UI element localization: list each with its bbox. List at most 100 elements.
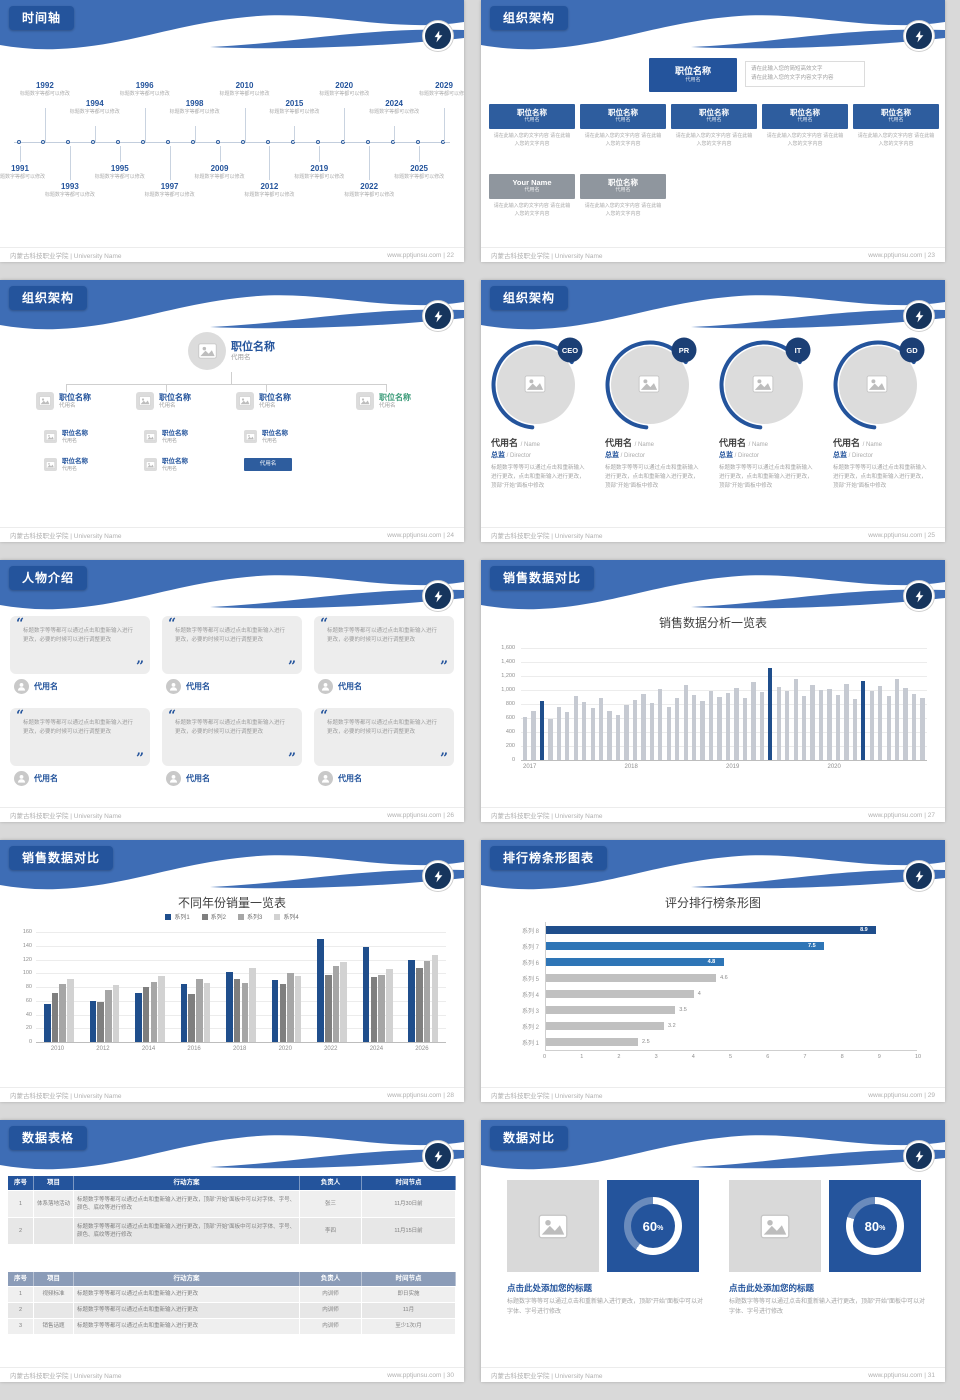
quote-open-icon: “ bbox=[16, 616, 25, 632]
position-title: Your Name bbox=[512, 178, 552, 188]
avatar bbox=[166, 771, 181, 786]
y-axis-tick-label: 200 bbox=[505, 743, 515, 749]
chart-legend: 系列1 系列2 系列3 系列4 bbox=[0, 912, 464, 921]
chart-bar bbox=[226, 971, 233, 1042]
slide-28[interactable]: 销售数据对比 不同年份销量一览表 系列1 系列2 系列3 系列4 0 20 40 60 80 100 1… bbox=[0, 840, 464, 1102]
chart-bar bbox=[666, 706, 671, 760]
value-label: 4 bbox=[697, 991, 701, 997]
timeline-node-dot bbox=[365, 139, 370, 144]
legend-swatch bbox=[165, 913, 172, 920]
category-label: 系列 8 bbox=[521, 928, 539, 935]
slide-22[interactable]: 时间轴 1991 标题数字等都可以修改 1992 标题数字等都可以修改 1993 标题数字等… bbox=[0, 0, 464, 262]
x-axis-tick-label: 2022 bbox=[324, 1046, 338, 1052]
timeline-axis bbox=[14, 142, 450, 143]
chart-bar bbox=[431, 955, 438, 1042]
position-subtitle: 代用名 bbox=[524, 117, 540, 124]
org-position-note: 请在此输入您的文字内容 请在此输入您的文字内容 bbox=[857, 133, 935, 147]
timeline-year: 2022 bbox=[360, 182, 379, 191]
timeline-stem bbox=[394, 126, 396, 142]
member-figure: IT bbox=[719, 336, 813, 430]
logo-bolt-icon bbox=[434, 30, 442, 42]
slide-31[interactable]: 数据对比 60% 点击此处添加您的标题 标题数字等等可以通过点击和重新输入进行更改，顶… bbox=[481, 1120, 945, 1382]
person-card: “标题数字等等都可以通过点击和重新输入进行更改，必要的时候可以进行调整更改 ” bbox=[10, 616, 150, 674]
y-axis-tick-label: 400 bbox=[505, 729, 515, 735]
slide-footer: 内蒙古科技职业学院 | University Name www.pptjunsu.… bbox=[0, 807, 464, 822]
timeline-caption: 标题数字等都可以修改 bbox=[119, 90, 170, 97]
logo-bolt-icon bbox=[915, 590, 923, 602]
slide-30[interactable]: 数据表格 序号 项目 行动方案 负责人 时间节点 1 体系落地活动 标题数字等等都可以通过点击和… bbox=[0, 1120, 464, 1382]
image-placeholder-icon bbox=[246, 433, 255, 441]
timeline-stem bbox=[144, 108, 146, 142]
person-name: 代用名 bbox=[338, 682, 362, 691]
percent-sign: % bbox=[879, 1225, 886, 1232]
y-axis-tick-label: 0 bbox=[511, 757, 515, 763]
slide-27[interactable]: 销售数据对比 销售数据分析一览表 0 200 400 600 800 1,000 1,200 1,… bbox=[481, 560, 945, 822]
chart-bar bbox=[903, 687, 908, 760]
slide-26[interactable]: 人物介绍 “标题数字等等都可以通过点击和重新输入进行更改，必要的时候可以进行调整更… bbox=[0, 560, 464, 822]
footer-school-text: 内蒙古科技职业学院 | University Name bbox=[10, 253, 122, 260]
legend-swatch bbox=[201, 913, 208, 920]
person-card: “标题数字等等都可以通过点击和重新输入进行更改，必要的时候可以进行调整更改 ” bbox=[314, 616, 454, 674]
school-logo-badge bbox=[904, 1141, 934, 1171]
slide-25[interactable]: 组织架构 CEO 代用名 / Name 总监 / Director 标题数字等等可以通过… bbox=[481, 280, 945, 542]
member-tag: CEO bbox=[562, 346, 578, 355]
position-title: 职位名称 bbox=[162, 430, 188, 437]
footer-page-text: www.pptjunsu.com | 29 bbox=[868, 1091, 935, 1099]
school-logo-badge bbox=[904, 861, 934, 891]
member-name: 代用名 / Name bbox=[833, 438, 883, 448]
member-card: CEO 代用名 / Name 总监 / Director 标题数字等等可以通过点击和重… bbox=[491, 336, 597, 490]
timeline-caption: 标题数字等都可以修改 bbox=[244, 191, 295, 198]
slide-title: 数据对比 bbox=[490, 1126, 569, 1150]
footer-page-text: www.pptjunsu.com | 25 bbox=[868, 531, 935, 539]
image-placeholder-box bbox=[729, 1180, 821, 1272]
image-placeholder-icon bbox=[239, 396, 251, 406]
table-cell: 11月 bbox=[362, 1303, 456, 1318]
y-axis-tick-label: 40 bbox=[25, 1011, 32, 1018]
y-axis-tick-label: 1,600 bbox=[501, 645, 515, 651]
slide-title: 销售数据对比 bbox=[9, 846, 114, 870]
position-subtitle: 代用名 bbox=[259, 402, 276, 409]
table-header-cell: 负责人 bbox=[300, 1272, 362, 1286]
x-axis-tick-label: 0 bbox=[543, 1054, 547, 1060]
slide-footer: 内蒙古科技职业学院 | University Name www.pptjunsu.… bbox=[481, 247, 945, 262]
legend-item: 系列3 bbox=[238, 912, 262, 921]
chart-bar bbox=[801, 696, 807, 760]
x-axis-tick-label: 2 bbox=[617, 1054, 621, 1060]
person-name: 代用名 bbox=[34, 774, 58, 783]
person-name: 代用名 bbox=[34, 682, 58, 691]
org-position-box-gray: 职位名称 代用名 bbox=[580, 174, 666, 199]
timeline-year: 2019 bbox=[310, 164, 329, 173]
table-header-cell: 项目 bbox=[34, 1176, 74, 1190]
legend-label: 系列2 bbox=[210, 915, 226, 921]
footer-school-text: 内蒙古科技职业学院 | University Name bbox=[10, 813, 122, 820]
slide-24[interactable]: 组织架构 职位名称 代用名 职位名称 代用名 职位名称 代用名 职位名称 代用名 职位名称 代用名职… bbox=[0, 280, 464, 542]
y-axis-tick-label: 1,200 bbox=[501, 673, 515, 679]
chart-title: 评分排行榜条形图 bbox=[664, 896, 761, 910]
timeline-year: 2009 bbox=[210, 164, 229, 173]
chart-bar bbox=[522, 716, 528, 760]
timeline-stem bbox=[344, 108, 346, 142]
slide-23[interactable]: 组织架构 职位名称 代用名 请在此输入您的简短高效文字 请在此输入您的文字内容文字内容职… bbox=[481, 0, 945, 262]
slide-29[interactable]: 排行榜条形图表 评分排行榜条形图 系列 8 8.9 系列 7 7.5 系列 6 4.8 系列 5… bbox=[481, 840, 945, 1102]
x-axis-tick-label: 2026 bbox=[415, 1046, 429, 1052]
chart-bar bbox=[911, 693, 917, 760]
footer-page-text: www.pptjunsu.com | 26 bbox=[387, 811, 454, 819]
chart-bar bbox=[624, 705, 629, 760]
school-logo-badge bbox=[423, 21, 453, 51]
gridline bbox=[36, 945, 446, 947]
timeline-item: 2024 标题数字等都可以修改 bbox=[369, 99, 419, 115]
chart-bar bbox=[768, 668, 773, 760]
quote-open-icon: “ bbox=[320, 616, 329, 632]
org-position-note: 请在此输入您的文字内容 请在此输入您的文字内容 bbox=[584, 203, 662, 217]
org-position-box: 职位名称 代用名 bbox=[580, 104, 666, 129]
position-subtitle: 代用名 bbox=[62, 465, 78, 472]
timeline-item: 1993 标题数字等都可以修改 bbox=[45, 182, 95, 198]
x-axis-tick-label: 2024 bbox=[369, 1046, 384, 1052]
slide-content: 销售数据分析一览表 0 200 400 600 800 1,000 1,200 1,400 1,6… bbox=[481, 612, 945, 807]
chart-bar bbox=[539, 700, 545, 760]
org-child: 职位名称 代用名 bbox=[236, 392, 291, 410]
member-name: 代用名 / Name bbox=[605, 438, 655, 448]
chart-bar bbox=[717, 697, 722, 760]
chart-bar bbox=[416, 967, 423, 1043]
org-grandchild: 职位名称 代用名 bbox=[144, 430, 188, 444]
